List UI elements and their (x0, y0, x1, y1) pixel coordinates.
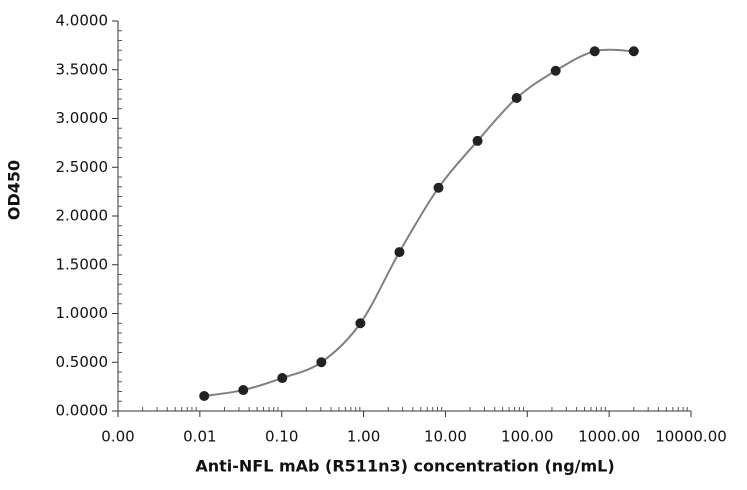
x-tick-label: 10000.00 (655, 428, 727, 446)
point (550, 65, 561, 76)
point (472, 135, 483, 146)
point (316, 357, 327, 368)
point (394, 247, 405, 258)
x-axis-label: Anti-NFL mAb (R511n3) concentration (ng/… (195, 457, 614, 476)
y-tick-label: 2.0000 (56, 207, 109, 225)
y-tick-label: 0.5000 (56, 353, 109, 371)
x-tick-label: 0.00 (101, 428, 134, 446)
y-tick-label: 1.0000 (56, 304, 109, 322)
point (199, 390, 210, 401)
point (589, 46, 600, 57)
y-tick-label: 3.0000 (56, 109, 109, 127)
y-axis-label: OD450 (5, 160, 24, 220)
y-tick-label: 2.5000 (56, 158, 109, 176)
x-tick-label: 0.10 (265, 428, 298, 446)
y-tick-label: 0.0000 (56, 402, 109, 420)
point (238, 385, 249, 396)
point (355, 318, 366, 329)
y-tick-label: 4.0000 (56, 12, 109, 30)
fit-line (204, 48, 634, 397)
x-tick-label: 0.01 (183, 428, 216, 446)
y-tick-label: 1.5000 (56, 255, 109, 273)
x-tick-label: 1000.00 (578, 428, 640, 446)
y-tick-label: 3.5000 (56, 60, 109, 78)
point (628, 46, 639, 57)
x-tick-label: 1.00 (347, 428, 380, 446)
point (433, 182, 444, 193)
x-tick-label: 10.00 (424, 428, 467, 446)
point (511, 93, 522, 104)
x-tick-label: 100.00 (501, 428, 554, 446)
point (277, 373, 288, 384)
